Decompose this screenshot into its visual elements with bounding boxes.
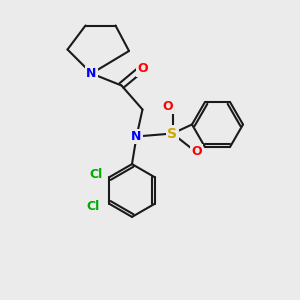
Text: Cl: Cl: [89, 168, 102, 181]
Text: O: O: [163, 100, 173, 113]
Text: N: N: [131, 130, 142, 143]
Text: S: S: [167, 127, 178, 140]
Text: O: O: [137, 62, 148, 76]
Text: O: O: [191, 145, 202, 158]
Text: Cl: Cl: [86, 200, 99, 213]
Text: N: N: [86, 67, 97, 80]
